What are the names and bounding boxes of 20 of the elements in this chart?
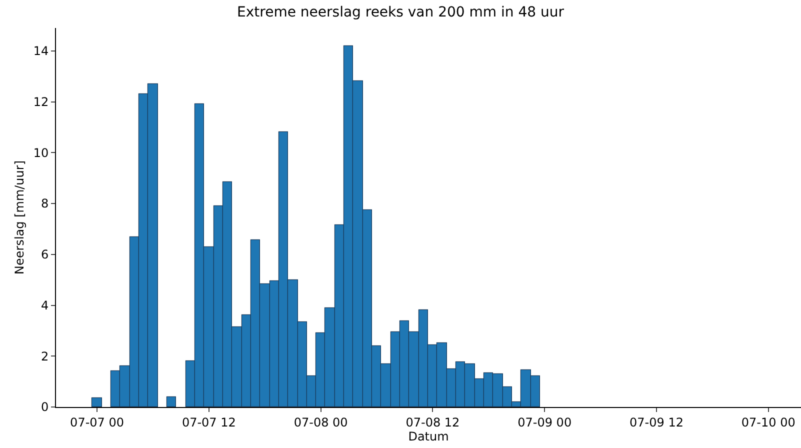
x-tick-label: 07-09 00 <box>518 415 572 430</box>
chart-title: Extreme neerslag reeks van 200 mm in 48 uur <box>237 4 564 21</box>
y-tick-label: 4 <box>40 298 49 312</box>
y-tick-label: 14 <box>33 44 49 58</box>
y-tick-label: 2 <box>40 349 49 364</box>
x-axis-title: Datum <box>408 429 449 444</box>
y-tick-label: 6 <box>40 248 49 262</box>
y-tick-label: 10 <box>33 146 49 160</box>
bar <box>166 396 176 407</box>
x-tick-label: 07-09 12 <box>630 415 684 430</box>
x-tick-label: 07-08 12 <box>406 415 460 430</box>
y-tick-label: 12 <box>33 94 49 109</box>
y-axis-title: Neerslag [mm/uur] <box>12 160 27 274</box>
bar <box>91 397 102 407</box>
x-tick-label: 07-10 00 <box>741 415 796 430</box>
x-tick-label: 07-07 12 <box>182 415 236 430</box>
y-tick-label: 8 <box>40 196 49 211</box>
x-tick-label: 07-07 00 <box>70 415 124 430</box>
x-tick-label: 07-08 00 <box>294 415 348 430</box>
y-tick-label: 0 <box>40 400 49 414</box>
